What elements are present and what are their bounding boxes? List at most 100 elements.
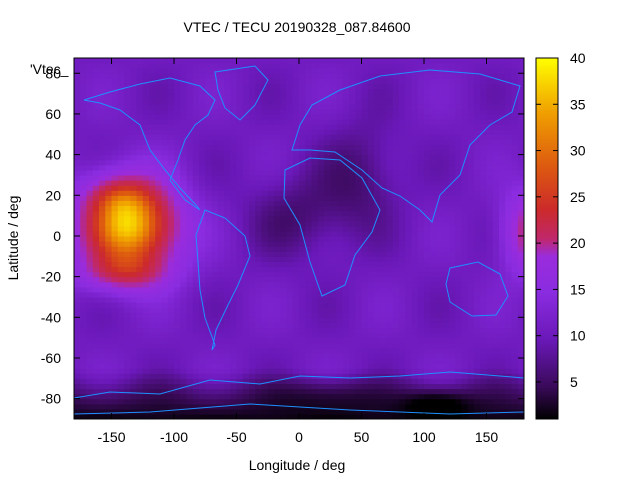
heatmap-cell (136, 159, 144, 166)
heatmap-cell (136, 164, 144, 171)
heatmap-cell (199, 312, 206, 318)
heatmap-cell (467, 291, 475, 298)
heatmap-cell (249, 266, 256, 273)
heatmap-cell (280, 332, 288, 339)
heatmap-cell (86, 327, 94, 334)
heatmap-cell (105, 327, 113, 334)
heatmap-cell (286, 413, 294, 419)
heatmap-cell (211, 83, 219, 90)
heatmap-cell (211, 271, 219, 278)
heatmap-cell (324, 195, 331, 201)
heatmap-cell (342, 357, 350, 364)
heatmap-cell (317, 276, 325, 283)
heatmap-cell (167, 286, 175, 293)
heatmap-cell (180, 393, 188, 400)
heatmap-cell (142, 169, 150, 176)
heatmap-cell (180, 235, 188, 242)
heatmap-cell (330, 225, 338, 232)
heatmap-cell (424, 113, 431, 120)
heatmap-cell (267, 73, 275, 79)
heatmap-cell (461, 317, 469, 323)
heatmap-cell (255, 164, 263, 171)
heatmap-cell (217, 159, 225, 166)
heatmap-cell (380, 261, 388, 268)
heatmap-cell (74, 342, 81, 349)
heatmap-cell (411, 413, 419, 419)
heatmap-cell (230, 256, 238, 262)
heatmap-cell (180, 347, 188, 354)
heatmap-cell (149, 281, 156, 288)
heatmap-cell (192, 129, 200, 135)
heatmap-cell (305, 271, 313, 278)
heatmap-cell (74, 363, 81, 369)
heatmap-cell (486, 215, 494, 222)
heatmap-cell (399, 327, 406, 334)
heatmap-cell (211, 119, 219, 125)
heatmap-cell (399, 378, 406, 384)
heatmap-cell (349, 337, 356, 344)
heatmap-cell (417, 347, 425, 354)
heatmap-cell (355, 347, 363, 354)
heatmap-cell (224, 185, 231, 191)
heatmap-cell (211, 388, 219, 395)
heatmap-cell (130, 103, 138, 110)
heatmap-cell (286, 286, 294, 293)
heatmap-cell (242, 119, 250, 125)
heatmap-cell (455, 342, 463, 349)
heatmap-cell (380, 388, 388, 395)
heatmap-cell (305, 144, 313, 151)
heatmap-cell (442, 180, 450, 186)
heatmap-cell (255, 98, 263, 105)
heatmap-cell (342, 215, 350, 222)
heatmap-cell (217, 241, 225, 247)
heatmap-cell (105, 225, 113, 232)
heatmap-cell (211, 180, 219, 186)
heatmap-cell (242, 185, 250, 191)
heatmap-cell (180, 169, 188, 176)
heatmap-cell (499, 225, 506, 232)
heatmap-cell (492, 368, 500, 374)
heatmap-cell (305, 291, 313, 298)
heatmap-cell (480, 291, 488, 298)
heatmap-cell (167, 256, 175, 262)
heatmap-cell (324, 225, 331, 232)
heatmap-cell (124, 408, 131, 415)
heatmap-cell (486, 159, 494, 166)
heatmap-cell (255, 261, 263, 268)
heatmap-cell (249, 103, 256, 110)
heatmap-cell (499, 180, 506, 186)
heatmap-cell (167, 271, 175, 278)
heatmap-cell (111, 93, 119, 100)
heatmap-cell (374, 180, 381, 186)
heatmap-cell (499, 68, 506, 74)
heatmap-cell (417, 373, 425, 379)
heatmap-cell (486, 413, 494, 419)
heatmap-cell (311, 398, 319, 405)
heatmap-cell (324, 190, 331, 196)
heatmap-cell (405, 68, 413, 74)
heatmap-cell (311, 88, 319, 95)
heatmap-cell (486, 113, 494, 120)
heatmap-cell (342, 413, 350, 419)
heatmap-cell (492, 302, 500, 308)
heatmap-cell (274, 220, 281, 227)
heatmap-cell (436, 124, 444, 130)
heatmap-cell (86, 332, 94, 339)
heatmap-cell (442, 124, 450, 130)
heatmap-cell (174, 210, 181, 217)
heatmap-cell (324, 357, 331, 364)
heatmap-cell (136, 276, 144, 283)
heatmap-cell (492, 291, 500, 298)
heatmap-cell (474, 220, 481, 227)
heatmap-cell (305, 225, 313, 232)
heatmap-cell (317, 119, 325, 125)
heatmap-cell (455, 93, 463, 100)
heatmap-cell (180, 302, 188, 308)
heatmap-cell (392, 291, 400, 298)
heatmap-cell (211, 363, 219, 369)
heatmap-cell (111, 413, 119, 419)
heatmap-cell (211, 215, 219, 222)
heatmap-cell (211, 413, 219, 419)
heatmap-cell (155, 134, 163, 140)
heatmap-cell (274, 408, 281, 415)
